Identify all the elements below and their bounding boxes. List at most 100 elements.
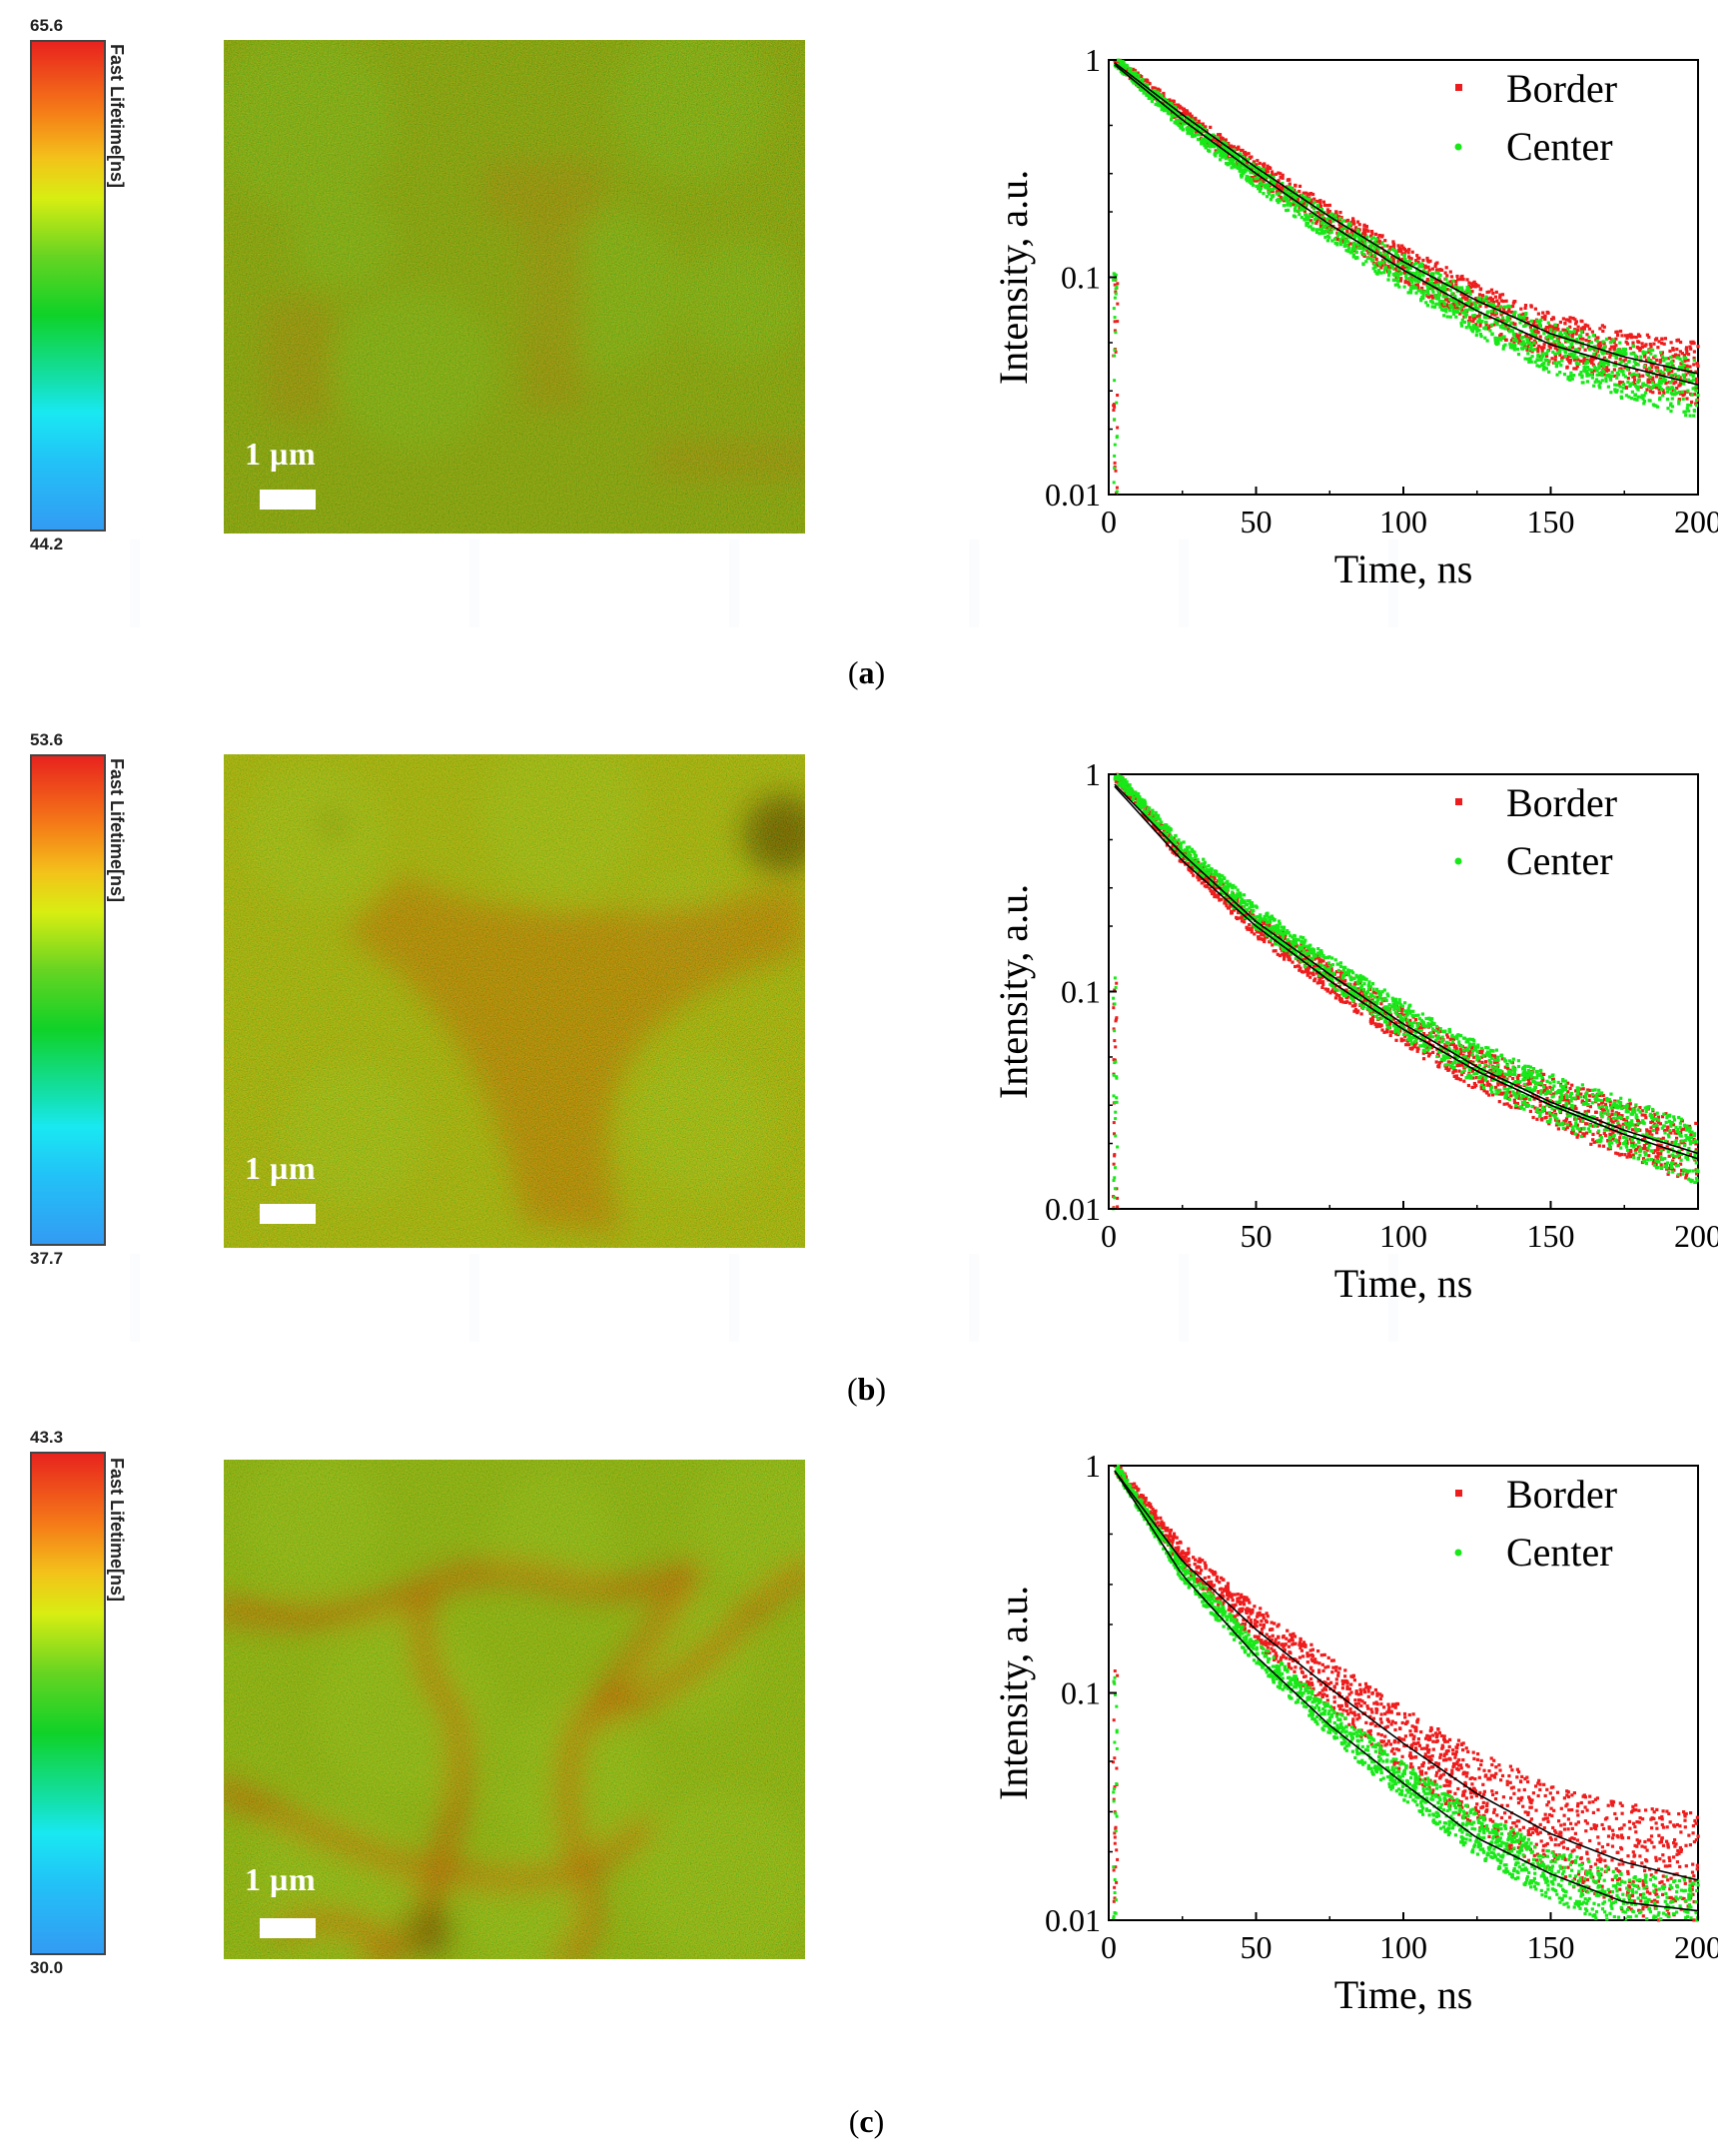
colorbar xyxy=(30,40,106,532)
data-point xyxy=(1338,975,1342,979)
data-point xyxy=(1468,307,1472,311)
data-point xyxy=(1182,107,1186,111)
data-point xyxy=(1327,213,1331,218)
data-point xyxy=(1643,1138,1647,1142)
data-point xyxy=(1658,369,1662,374)
data-point xyxy=(1113,273,1117,277)
data-point xyxy=(1181,116,1185,120)
data-point xyxy=(1558,347,1562,351)
data-point xyxy=(1166,104,1170,108)
data-point xyxy=(1265,195,1270,199)
data-point xyxy=(1539,356,1544,360)
data-point xyxy=(1629,352,1633,356)
data-point xyxy=(1133,74,1137,78)
data-point xyxy=(1589,361,1593,365)
data-point xyxy=(1471,1060,1475,1064)
data-point xyxy=(1345,972,1349,977)
data-point xyxy=(1559,364,1563,368)
data-point xyxy=(1580,354,1584,358)
data-point xyxy=(1474,333,1478,337)
data-point xyxy=(1451,309,1455,314)
data-point xyxy=(1248,156,1252,160)
data-point xyxy=(1369,234,1373,238)
data-point xyxy=(1529,319,1533,323)
data-point xyxy=(1695,380,1699,385)
data-point xyxy=(1240,175,1244,179)
data-point xyxy=(1477,293,1482,297)
data-point xyxy=(1302,204,1307,209)
data-point xyxy=(1523,346,1527,350)
data-point xyxy=(1653,383,1657,387)
data-point xyxy=(1338,241,1342,245)
data-point xyxy=(1493,337,1497,341)
data-point xyxy=(1548,324,1552,328)
data-point xyxy=(1282,196,1286,200)
data-point xyxy=(1438,305,1442,309)
data-point xyxy=(1664,357,1668,361)
data-point xyxy=(1417,275,1421,280)
data-point xyxy=(1461,1053,1465,1057)
data-point xyxy=(1518,316,1522,320)
data-point xyxy=(1564,318,1569,322)
data-point xyxy=(1642,402,1646,406)
data-point xyxy=(1376,1024,1380,1028)
data-point xyxy=(1633,354,1638,358)
data-point xyxy=(1197,126,1201,130)
data-point xyxy=(1470,308,1474,312)
data-point xyxy=(1582,356,1586,360)
data-point xyxy=(1509,345,1513,349)
data-point xyxy=(1493,313,1497,317)
data-point xyxy=(1311,228,1315,232)
faint-artifact xyxy=(130,1254,1458,1342)
data-point xyxy=(1399,1012,1403,1016)
data-point xyxy=(1243,151,1248,155)
data-point xyxy=(1580,1099,1584,1103)
data-point xyxy=(1466,300,1470,304)
data-point xyxy=(1426,290,1430,294)
data-point xyxy=(1436,271,1440,276)
data-point xyxy=(1620,390,1624,394)
data-point xyxy=(1458,312,1462,316)
data-point xyxy=(1597,364,1601,368)
data-point xyxy=(1543,1116,1547,1120)
data-point xyxy=(1573,348,1578,352)
data-point xyxy=(1372,263,1376,267)
data-point xyxy=(1540,346,1545,350)
data-point xyxy=(1628,383,1632,388)
data-point xyxy=(1336,215,1341,219)
data-point xyxy=(1691,375,1695,379)
data-point xyxy=(1682,390,1686,394)
data-point xyxy=(1694,1142,1698,1146)
data-point xyxy=(1553,343,1557,347)
data-point xyxy=(1554,326,1558,330)
data-point xyxy=(1368,257,1372,261)
data-point xyxy=(1547,1122,1551,1126)
data-point xyxy=(1327,216,1331,220)
data-point xyxy=(1584,362,1588,366)
data-point xyxy=(1450,292,1454,296)
data-point xyxy=(1345,244,1349,248)
data-point xyxy=(1552,340,1556,344)
data-point xyxy=(1196,138,1201,142)
data-point xyxy=(1377,1022,1381,1026)
data-point xyxy=(1666,1128,1670,1132)
data-point xyxy=(1230,911,1234,915)
data-point xyxy=(1194,130,1199,134)
data-point xyxy=(1401,261,1405,265)
data-point xyxy=(1526,1082,1530,1086)
data-point xyxy=(1318,202,1322,206)
lifetime-map-image xyxy=(224,40,805,534)
data-point xyxy=(1477,317,1481,321)
data-point xyxy=(1404,277,1408,281)
data-point xyxy=(1403,263,1408,268)
data-point xyxy=(1474,304,1478,308)
data-point xyxy=(1112,278,1116,282)
data-point xyxy=(1511,1077,1515,1081)
data-point xyxy=(1382,249,1386,253)
data-point xyxy=(1344,249,1348,253)
data-point xyxy=(1312,200,1316,205)
data-point xyxy=(1526,1077,1530,1081)
data-point xyxy=(1391,1030,1395,1034)
data-point xyxy=(1376,236,1380,240)
data-point xyxy=(1454,301,1458,305)
